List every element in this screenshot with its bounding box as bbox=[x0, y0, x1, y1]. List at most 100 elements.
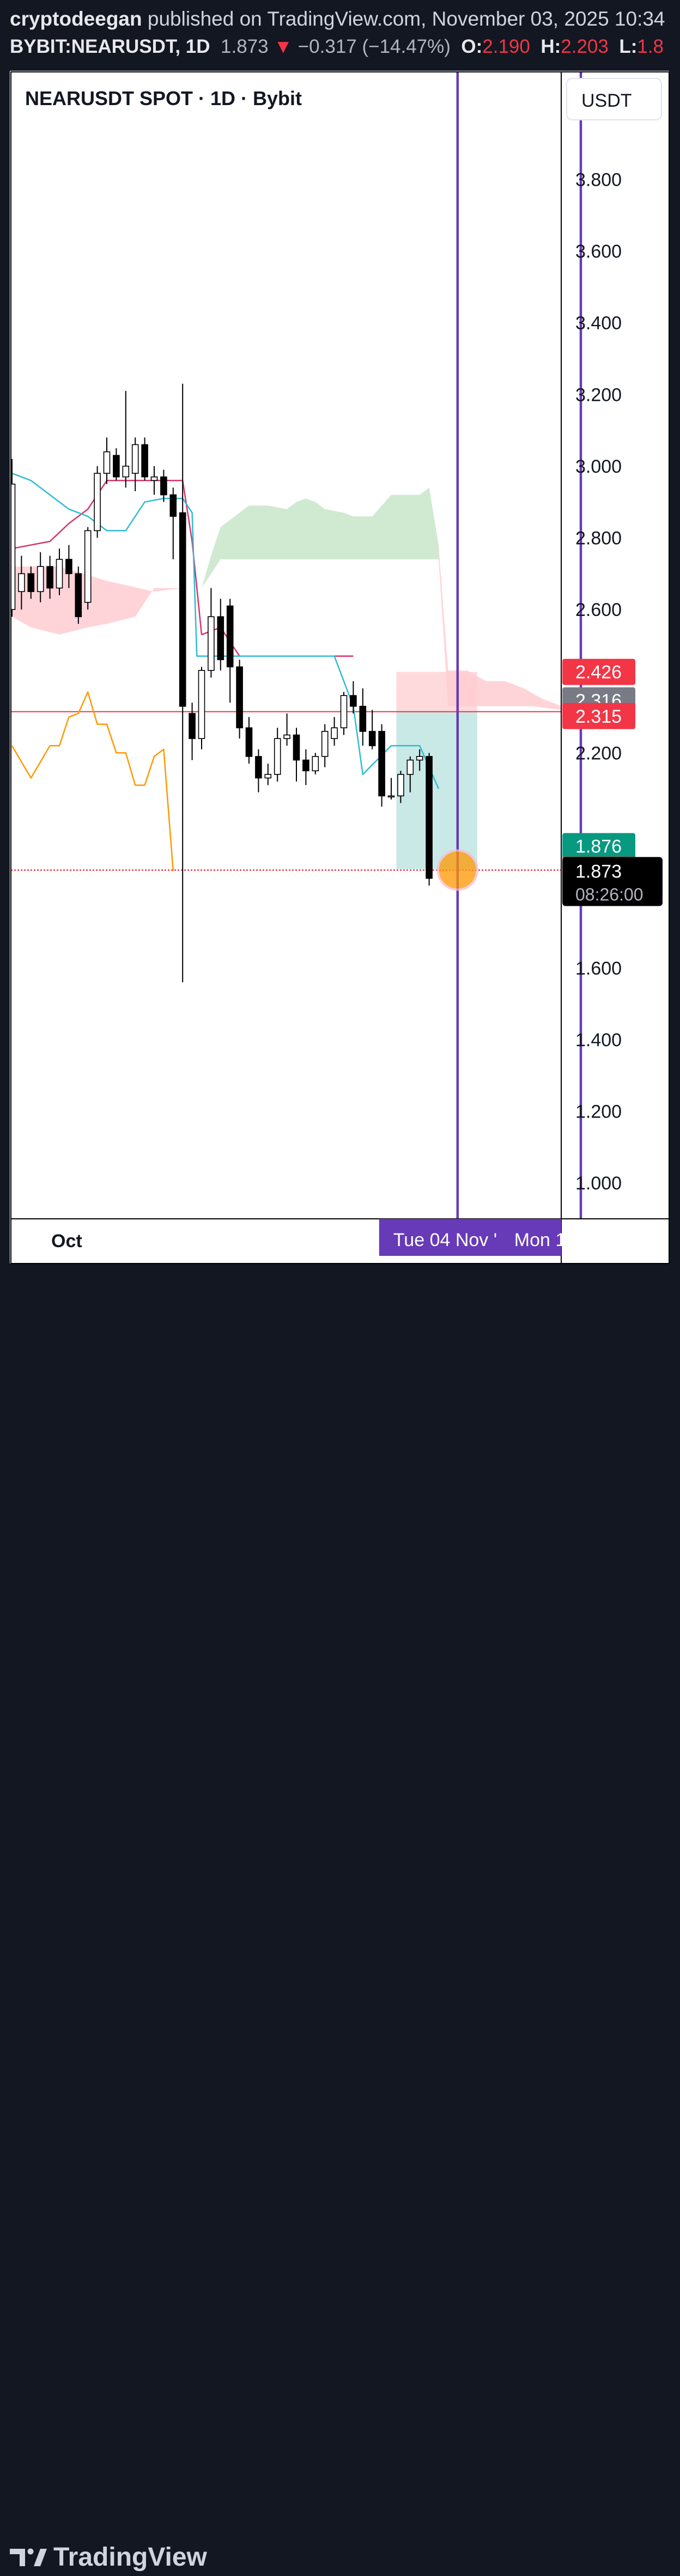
price-axis-tick: 1.000 bbox=[575, 1173, 622, 1194]
candle-body-bearish bbox=[350, 695, 357, 707]
price-axis-tick: 1.200 bbox=[575, 1102, 622, 1122]
candle[interactable] bbox=[46, 556, 53, 599]
bar-countdown: 08:26:00 bbox=[575, 885, 643, 905]
candle-body-bearish bbox=[378, 731, 385, 797]
candle[interactable] bbox=[226, 599, 234, 703]
candle-body-bullish bbox=[150, 476, 158, 481]
candle[interactable] bbox=[141, 437, 148, 481]
candle-body-bearish bbox=[302, 759, 309, 772]
candle-body-bullish bbox=[131, 444, 139, 474]
currency-button-label[interactable]: USDT bbox=[581, 90, 632, 111]
author-name[interactable]: cryptodeegan bbox=[10, 8, 142, 30]
candle[interactable] bbox=[217, 599, 224, 671]
last-price-label-box bbox=[562, 857, 663, 906]
chart-frame bbox=[10, 71, 670, 1264]
candle[interactable] bbox=[302, 749, 309, 785]
candle[interactable] bbox=[37, 552, 44, 603]
price-label-box bbox=[562, 833, 635, 859]
published-text: published on TradingView.com, November 0… bbox=[147, 8, 665, 30]
candle-body-bullish bbox=[312, 756, 319, 772]
candle[interactable] bbox=[340, 692, 348, 735]
candle-body-bearish bbox=[141, 444, 148, 478]
price-axis-tick: 2.200 bbox=[575, 743, 622, 764]
publish-line: cryptodeegan published on TradingView.co… bbox=[10, 8, 665, 30]
candle[interactable] bbox=[416, 749, 423, 771]
candle[interactable] bbox=[189, 703, 196, 760]
candle-body-bearish bbox=[189, 713, 196, 739]
candle[interactable] bbox=[160, 469, 167, 502]
candle[interactable] bbox=[283, 713, 290, 746]
price-axis-tick: 1.400 bbox=[575, 1030, 622, 1051]
price-axis-tick: 3.000 bbox=[575, 456, 622, 477]
candle-body-bullish bbox=[406, 759, 414, 775]
candle-body-bullish bbox=[94, 473, 101, 532]
candle[interactable] bbox=[9, 459, 16, 617]
price-label-box bbox=[562, 658, 635, 685]
high-value: 2.203 bbox=[561, 36, 609, 57]
candle[interactable] bbox=[406, 756, 414, 792]
candle[interactable] bbox=[426, 753, 433, 886]
candle[interactable] bbox=[255, 749, 262, 792]
candle[interactable] bbox=[312, 753, 319, 774]
candle[interactable] bbox=[131, 437, 139, 492]
date-marker-label-bar[interactable] bbox=[379, 1219, 561, 1256]
candle-body-bearish bbox=[113, 455, 120, 478]
candle[interactable] bbox=[122, 390, 130, 488]
candle[interactable] bbox=[368, 710, 376, 749]
candle[interactable] bbox=[350, 681, 357, 714]
candle[interactable] bbox=[359, 688, 367, 746]
symbol-name[interactable]: BYBIT:NEARUSDT, 1D bbox=[10, 36, 210, 57]
position-target-zone[interactable] bbox=[396, 711, 477, 869]
candle-body-bearish bbox=[255, 756, 262, 779]
candle[interactable] bbox=[103, 437, 111, 484]
candle-body-bullish bbox=[340, 695, 348, 729]
candle[interactable] bbox=[27, 566, 35, 599]
candle-body-bullish bbox=[198, 670, 205, 739]
candle[interactable] bbox=[264, 764, 272, 785]
candle[interactable] bbox=[75, 566, 82, 624]
candle[interactable] bbox=[245, 717, 253, 764]
plot-background[interactable] bbox=[11, 72, 561, 1219]
candle[interactable] bbox=[150, 466, 158, 495]
candle-body-bearish bbox=[65, 559, 72, 575]
candle[interactable] bbox=[321, 724, 329, 767]
candle[interactable] bbox=[198, 667, 205, 749]
candle-body-bullish bbox=[84, 530, 92, 603]
candle-body-bearish bbox=[236, 666, 243, 729]
price-label-text: 1.876 bbox=[575, 837, 622, 857]
currency-button[interactable]: USDT bbox=[566, 78, 662, 120]
candle[interactable] bbox=[65, 545, 72, 588]
chart-svg[interactable]: 3.800 3.600 3.400 3.200 3.000 2.800 2.600 2.200… bbox=[0, 0, 680, 1323]
ichimoku-cloud-bullish bbox=[202, 487, 439, 588]
price-label-text: 2.315 bbox=[575, 706, 622, 727]
candle[interactable] bbox=[274, 728, 281, 782]
down-arrow-icon: ▼ bbox=[274, 36, 293, 57]
candle[interactable] bbox=[387, 778, 395, 799]
candle[interactable] bbox=[179, 383, 186, 982]
open-value: 2.190 bbox=[482, 36, 530, 57]
price-label: 1.876 bbox=[562, 833, 635, 859]
currency-button-box[interactable] bbox=[566, 78, 662, 120]
symbol-line: BYBIT:NEARUSDT, 1D 1.873 ▼ −0.317 (−14.4… bbox=[10, 36, 664, 58]
candle[interactable] bbox=[94, 466, 101, 538]
candle-body-bullish bbox=[103, 451, 111, 474]
candle[interactable] bbox=[113, 448, 120, 481]
candle-body-bearish bbox=[75, 573, 82, 618]
candle[interactable] bbox=[378, 724, 385, 807]
candle[interactable] bbox=[293, 728, 300, 782]
position-stop-zone[interactable] bbox=[396, 672, 477, 712]
ichimoku-lagging-line bbox=[11, 691, 174, 871]
candle[interactable] bbox=[56, 548, 63, 595]
price-axis-tick: 3.400 bbox=[575, 313, 622, 334]
candle[interactable] bbox=[236, 660, 243, 739]
candle[interactable] bbox=[331, 717, 338, 746]
tradingview-brand-text[interactable]: TradingView bbox=[53, 2543, 207, 2572]
candle[interactable] bbox=[169, 487, 177, 560]
candle[interactable] bbox=[84, 527, 92, 610]
candle-body-bullish bbox=[331, 727, 338, 739]
last-price-value: 1.873 bbox=[575, 862, 622, 882]
candle[interactable] bbox=[208, 588, 215, 678]
highlight-dot[interactable] bbox=[436, 849, 478, 891]
candle[interactable] bbox=[18, 556, 25, 610]
candle[interactable] bbox=[397, 771, 404, 803]
